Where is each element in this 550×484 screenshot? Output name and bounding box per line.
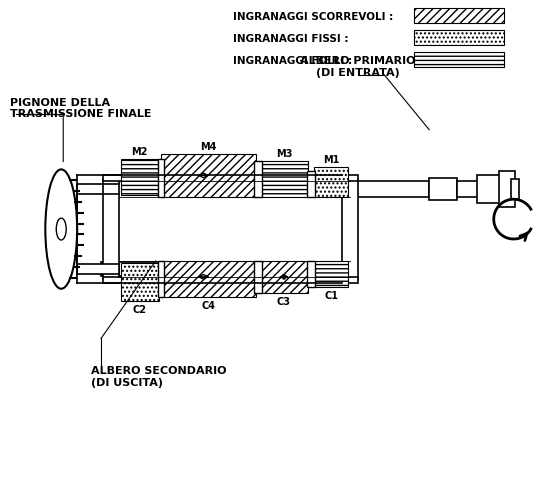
- Bar: [103, 180, 119, 279]
- Text: M1: M1: [323, 155, 340, 165]
- Bar: [314, 168, 348, 198]
- Bar: [254, 261, 262, 293]
- Ellipse shape: [45, 170, 77, 289]
- Bar: [342, 180, 358, 279]
- Text: ALBERO SECONDARIO
(DI USCITA): ALBERO SECONDARIO (DI USCITA): [91, 365, 227, 387]
- Text: C1: C1: [324, 290, 339, 300]
- Text: M3: M3: [276, 149, 292, 159]
- Ellipse shape: [56, 219, 66, 241]
- Bar: [510, 180, 519, 200]
- Bar: [457, 182, 479, 198]
- Bar: [307, 172, 315, 198]
- Bar: [161, 261, 256, 297]
- Bar: [260, 162, 308, 198]
- Text: C4: C4: [201, 300, 216, 310]
- Bar: [414, 31, 504, 46]
- Text: M2: M2: [131, 147, 148, 157]
- Bar: [414, 9, 504, 24]
- Bar: [77, 264, 119, 274]
- Text: C2: C2: [133, 304, 147, 314]
- Text: INGRANAGGI SCORREVOLI :: INGRANAGGI SCORREVOLI :: [233, 12, 393, 22]
- Text: INGRANAGGI FOLLI :: INGRANAGGI FOLLI :: [233, 56, 353, 65]
- Text: ALBERO PRIMARIO
(DI ENTRATA): ALBERO PRIMARIO (DI ENTRATA): [300, 56, 415, 77]
- Bar: [101, 262, 355, 276]
- Bar: [477, 176, 501, 204]
- Bar: [121, 263, 158, 301]
- Bar: [230, 277, 358, 283]
- Bar: [121, 160, 158, 196]
- Bar: [161, 154, 256, 198]
- Bar: [158, 261, 164, 297]
- Bar: [254, 162, 262, 198]
- Bar: [414, 53, 504, 68]
- Text: INGRANAGGI FISSI :: INGRANAGGI FISSI :: [233, 33, 349, 44]
- Bar: [307, 261, 315, 287]
- Text: M4: M4: [200, 141, 217, 151]
- Bar: [499, 172, 515, 208]
- Bar: [350, 182, 429, 198]
- Bar: [314, 261, 348, 287]
- Bar: [260, 261, 308, 293]
- Bar: [230, 176, 358, 182]
- Bar: [158, 160, 164, 198]
- Bar: [103, 277, 230, 283]
- Bar: [103, 176, 230, 182]
- Bar: [429, 179, 457, 201]
- Text: PIGNONE DELLA
TRASMISSIONE FINALE: PIGNONE DELLA TRASMISSIONE FINALE: [9, 98, 151, 119]
- Text: C3: C3: [277, 296, 291, 306]
